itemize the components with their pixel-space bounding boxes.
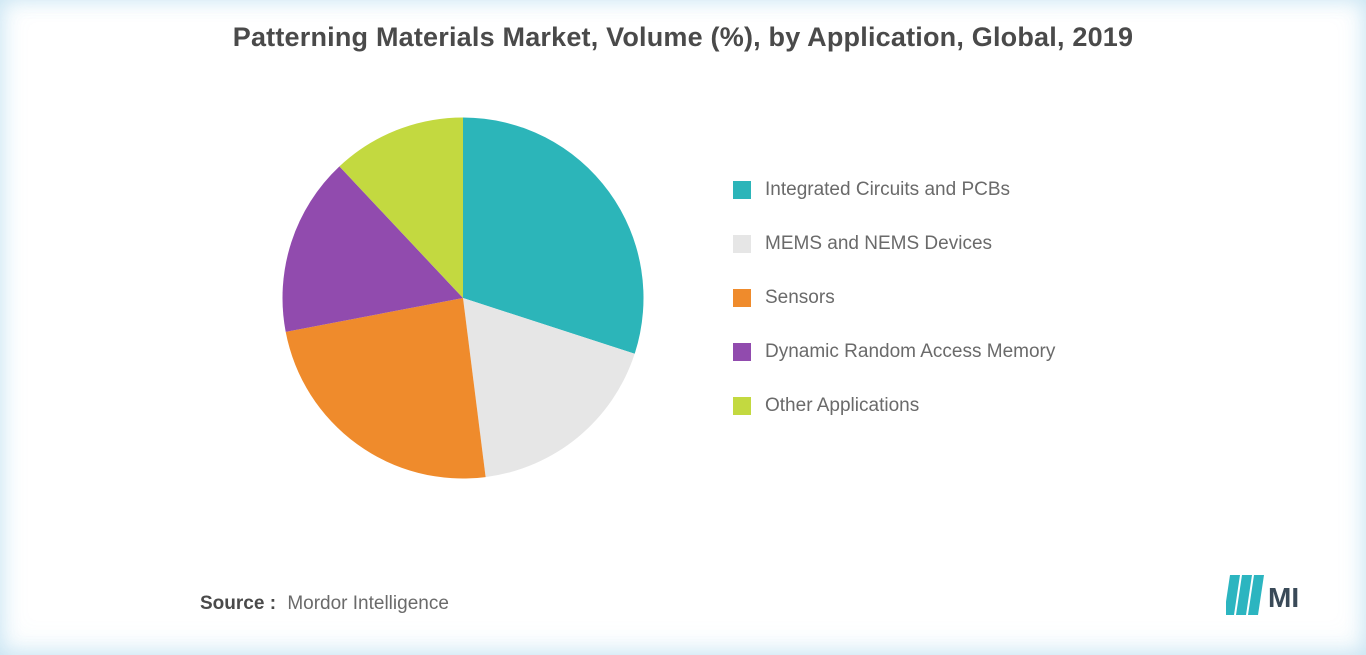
brand-logo: MI bbox=[1226, 575, 1306, 625]
legend-swatch-2 bbox=[733, 289, 751, 307]
legend-item-3: Dynamic Random Access Memory bbox=[733, 341, 1093, 363]
source-value: Mordor Intelligence bbox=[287, 593, 449, 614]
legend-item-1: MEMS and NEMS Devices bbox=[733, 233, 1093, 255]
legend-label-2: Sensors bbox=[765, 287, 835, 309]
source-label: Source : bbox=[200, 593, 276, 614]
legend-item-4: Other Applications bbox=[733, 395, 1093, 417]
source-attribution: Source : Mordor Intelligence bbox=[200, 593, 449, 615]
legend-swatch-1 bbox=[733, 235, 751, 253]
legend-label-4: Other Applications bbox=[765, 395, 919, 417]
legend-item-2: Sensors bbox=[733, 287, 1093, 309]
svg-text:MI: MI bbox=[1268, 582, 1299, 613]
legend: Integrated Circuits and PCBs MEMS and NEM… bbox=[733, 179, 1093, 417]
legend-swatch-4 bbox=[733, 397, 751, 415]
legend-label-3: Dynamic Random Access Memory bbox=[765, 341, 1055, 363]
legend-label-1: MEMS and NEMS Devices bbox=[765, 233, 992, 255]
legend-swatch-0 bbox=[733, 181, 751, 199]
legend-swatch-3 bbox=[733, 343, 751, 361]
legend-label-0: Integrated Circuits and PCBs bbox=[765, 179, 1010, 201]
chart-area: Integrated Circuits and PCBs MEMS and NEM… bbox=[0, 63, 1366, 533]
pie-chart bbox=[273, 108, 653, 488]
chart-title: Patterning Materials Market, Volume (%),… bbox=[0, 0, 1366, 63]
legend-item-0: Integrated Circuits and PCBs bbox=[733, 179, 1093, 201]
